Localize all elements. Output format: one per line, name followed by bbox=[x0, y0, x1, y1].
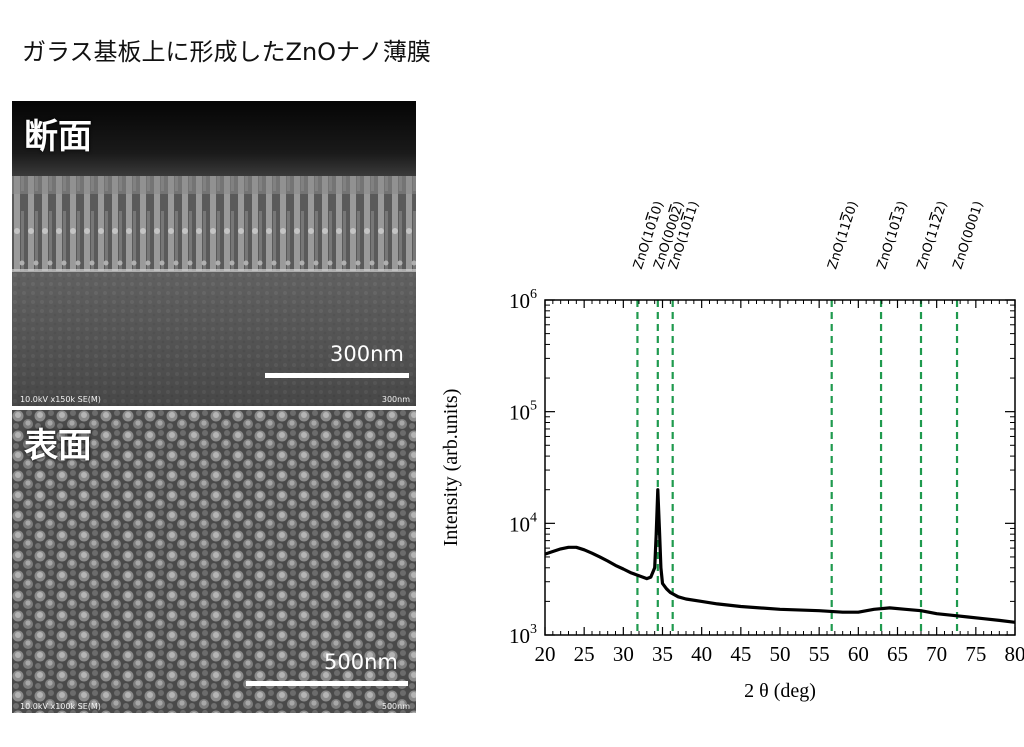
y-tick-label: 105 bbox=[509, 399, 537, 425]
surface-label: 表面 bbox=[24, 426, 92, 466]
plot-frame bbox=[544, 299, 1016, 636]
scale-text: 300nm bbox=[330, 342, 404, 366]
sem-meta-right: 500nm bbox=[381, 702, 410, 711]
cross-section-label: 断面 bbox=[24, 117, 92, 157]
x-axis-label: 2 θ (deg) bbox=[744, 680, 816, 702]
scale-bar bbox=[265, 373, 409, 378]
x-tick-label: 35 bbox=[652, 642, 673, 666]
scale-bar bbox=[246, 681, 408, 686]
reference-lines: ZnO(1010)ZnO(0002)ZnO(1011)ZnO(1120)ZnO(… bbox=[631, 199, 987, 635]
reference-line-label: ZnO(1122) bbox=[915, 199, 951, 271]
x-tick-label: 80 bbox=[1005, 642, 1024, 666]
x-tick-label: 70 bbox=[926, 642, 947, 666]
x-tick-label: 30 bbox=[613, 642, 634, 666]
y-tick-label: 103 bbox=[509, 622, 537, 648]
x-tick-label: 60 bbox=[848, 642, 869, 666]
y-axis-label: Intensity (arb.units) bbox=[440, 389, 462, 547]
x-tick-label: 45 bbox=[730, 642, 751, 666]
sem-surface-texture bbox=[12, 410, 416, 713]
y-tick-label: 106 bbox=[509, 287, 537, 313]
x-tick-label: 65 bbox=[887, 642, 908, 666]
xrd-trace bbox=[544, 488, 1016, 624]
x-tick-label: 20 bbox=[535, 642, 556, 666]
xrd-chart: ZnO(1010)ZnO(0002)ZnO(1011)ZnO(1120)ZnO(… bbox=[440, 199, 1024, 702]
x-tick-label: 40 bbox=[691, 642, 712, 666]
x-tick-label: 50 bbox=[770, 642, 791, 666]
x-tick-label: 75 bbox=[965, 642, 986, 666]
reference-line-label: ZnO(1120) bbox=[825, 199, 861, 271]
reference-line-label: ZnO(1013) bbox=[875, 199, 911, 271]
tick-labels: 20 25 30 35 40 45 50 55 60 65 70 75 80 103 104 105 106 bbox=[509, 287, 1024, 666]
scale-text: 500nm bbox=[324, 650, 398, 674]
sem-surface-image: 表面 500nm 10.0kV x100k SE(M) 500nm bbox=[12, 410, 416, 713]
x-tick-label: 25 bbox=[574, 642, 595, 666]
x-tick-label: 55 bbox=[809, 642, 830, 666]
xrd-trace-group bbox=[544, 488, 1016, 624]
axis-ticks bbox=[544, 299, 1016, 636]
sem-cross-section-image: 断面 300nm 10.0kV x150k SE(M) 300nm bbox=[12, 101, 416, 406]
sem-cross-section-texture bbox=[12, 101, 416, 406]
sem-meta-left: 10.0kV x100k SE(M) bbox=[20, 702, 101, 711]
reference-line-label: ZnO(0001) bbox=[951, 199, 987, 271]
page-title: ガラス基板上に形成したZnOナノ薄膜 bbox=[22, 38, 431, 66]
y-tick-label: 104 bbox=[509, 510, 537, 536]
sem-meta-left: 10.0kV x150k SE(M) bbox=[20, 395, 101, 404]
sem-meta-right: 300nm bbox=[381, 395, 410, 404]
